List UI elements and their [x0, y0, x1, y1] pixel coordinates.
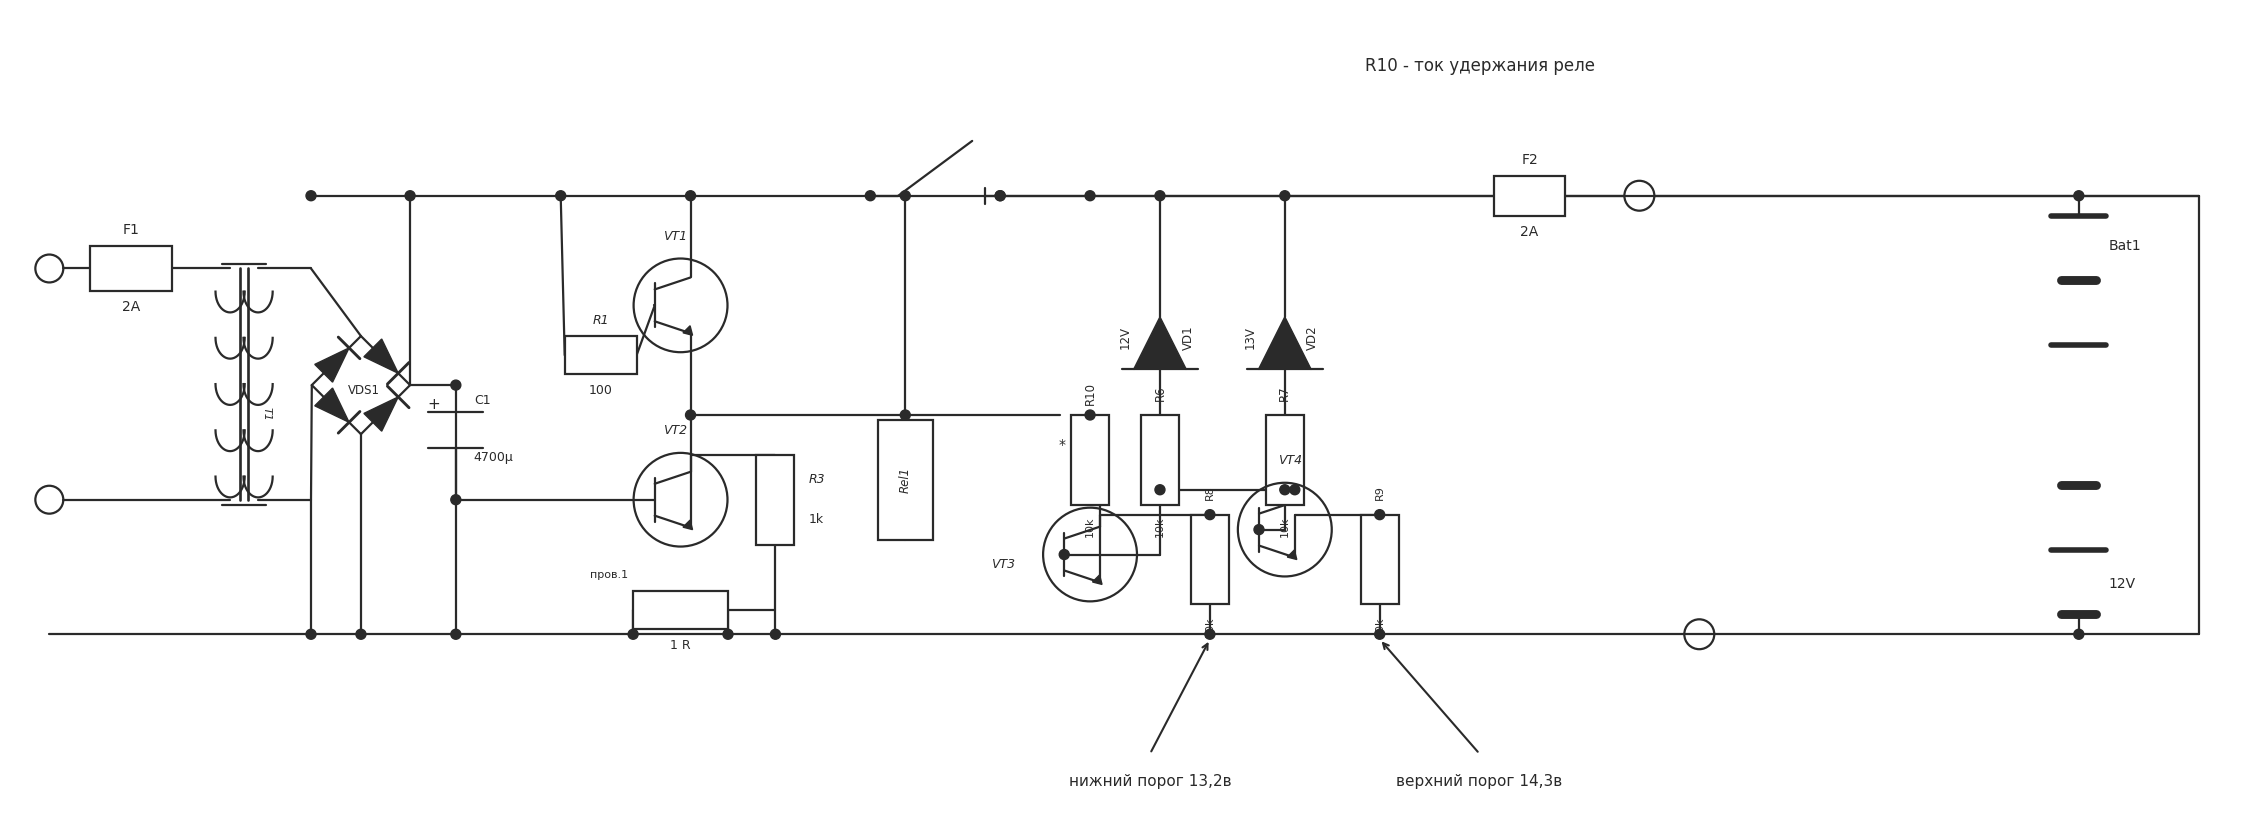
- Text: 2A: 2A: [1521, 225, 1539, 239]
- Text: 12V: 12V: [1118, 327, 1132, 349]
- Text: F1: F1: [122, 223, 140, 237]
- Circle shape: [2074, 629, 2083, 639]
- Text: VT4: VT4: [1278, 454, 1303, 467]
- Circle shape: [356, 629, 365, 639]
- Text: 100: 100: [588, 384, 613, 397]
- Polygon shape: [363, 397, 399, 431]
- Text: Rel1: Rel1: [899, 466, 913, 493]
- Text: T1: T1: [261, 407, 270, 421]
- Bar: [1141, 415, 1179, 504]
- Circle shape: [1206, 629, 1215, 639]
- Text: 10k: 10k: [1084, 516, 1095, 537]
- Bar: [757, 455, 793, 544]
- Bar: [1494, 176, 1567, 216]
- Polygon shape: [1287, 550, 1296, 560]
- Bar: [1190, 514, 1228, 605]
- Circle shape: [307, 191, 316, 201]
- Circle shape: [899, 410, 911, 420]
- Polygon shape: [363, 339, 399, 373]
- Text: R10: R10: [1084, 381, 1095, 404]
- Bar: [1267, 415, 1303, 504]
- Polygon shape: [683, 520, 692, 529]
- Bar: [877, 420, 933, 539]
- Text: 10k: 10k: [1154, 516, 1165, 537]
- Circle shape: [406, 191, 415, 201]
- Circle shape: [1154, 485, 1165, 495]
- Circle shape: [307, 629, 316, 639]
- Text: 1k: 1k: [809, 513, 823, 526]
- Text: 10k: 10k: [1206, 616, 1215, 637]
- Text: VD2: VD2: [1307, 326, 1319, 350]
- Text: F2: F2: [1521, 153, 1537, 167]
- Circle shape: [1289, 485, 1301, 495]
- Text: R8: R8: [1206, 485, 1215, 500]
- Circle shape: [629, 629, 638, 639]
- Circle shape: [1059, 550, 1068, 560]
- Circle shape: [724, 629, 733, 639]
- Circle shape: [866, 191, 875, 201]
- Circle shape: [899, 191, 911, 201]
- Text: 4700μ: 4700μ: [473, 452, 514, 464]
- Circle shape: [557, 191, 566, 201]
- Bar: [90, 246, 171, 291]
- Text: 12V: 12V: [2110, 577, 2137, 591]
- Circle shape: [1375, 509, 1384, 519]
- Text: R3: R3: [809, 473, 825, 486]
- Circle shape: [451, 495, 460, 504]
- Bar: [566, 337, 636, 374]
- Circle shape: [1280, 485, 1289, 495]
- Text: +: +: [428, 396, 440, 412]
- Circle shape: [1375, 629, 1384, 639]
- Text: R10 - ток удержания реле: R10 - ток удержания реле: [1364, 57, 1594, 75]
- Text: 1 R: 1 R: [669, 638, 692, 652]
- Text: пров.1: пров.1: [591, 571, 629, 581]
- Polygon shape: [683, 326, 692, 335]
- Text: VT2: VT2: [663, 424, 687, 437]
- Text: 13V: 13V: [1244, 327, 1255, 349]
- Polygon shape: [316, 348, 349, 382]
- Text: R6: R6: [1154, 385, 1168, 401]
- Circle shape: [1253, 524, 1264, 534]
- Circle shape: [451, 629, 460, 639]
- Polygon shape: [316, 388, 349, 423]
- Circle shape: [2074, 191, 2083, 201]
- Text: VD1: VD1: [1181, 326, 1195, 350]
- Circle shape: [771, 629, 780, 639]
- Circle shape: [1084, 410, 1095, 420]
- Text: VDS1: VDS1: [347, 384, 381, 397]
- Circle shape: [685, 410, 696, 420]
- Circle shape: [1280, 191, 1289, 201]
- Polygon shape: [1134, 317, 1186, 369]
- Text: 2A: 2A: [122, 300, 140, 314]
- Circle shape: [996, 191, 1005, 201]
- Text: VT1: VT1: [663, 230, 687, 243]
- Text: R7: R7: [1278, 385, 1292, 401]
- Text: Bat1: Bat1: [2110, 238, 2141, 252]
- Circle shape: [1084, 191, 1095, 201]
- Circle shape: [996, 191, 1005, 201]
- Circle shape: [685, 191, 696, 201]
- Circle shape: [1206, 509, 1215, 519]
- Circle shape: [451, 380, 460, 390]
- Text: 10k: 10k: [1375, 616, 1384, 637]
- Text: *: *: [1059, 437, 1066, 452]
- Text: R1: R1: [593, 313, 609, 327]
- Bar: [1071, 415, 1109, 504]
- Circle shape: [1154, 191, 1165, 201]
- Text: 10k: 10k: [1280, 516, 1289, 537]
- Bar: [633, 591, 728, 629]
- Text: нижний порог 13,2в: нижний порог 13,2в: [1068, 774, 1231, 789]
- Text: VT3: VT3: [992, 558, 1014, 571]
- Bar: [1361, 514, 1400, 605]
- Polygon shape: [1093, 575, 1102, 585]
- Text: верхний порог 14,3в: верхний порог 14,3в: [1397, 774, 1562, 789]
- Text: R9: R9: [1375, 485, 1384, 500]
- Text: C1: C1: [473, 394, 491, 407]
- Polygon shape: [1258, 317, 1312, 369]
